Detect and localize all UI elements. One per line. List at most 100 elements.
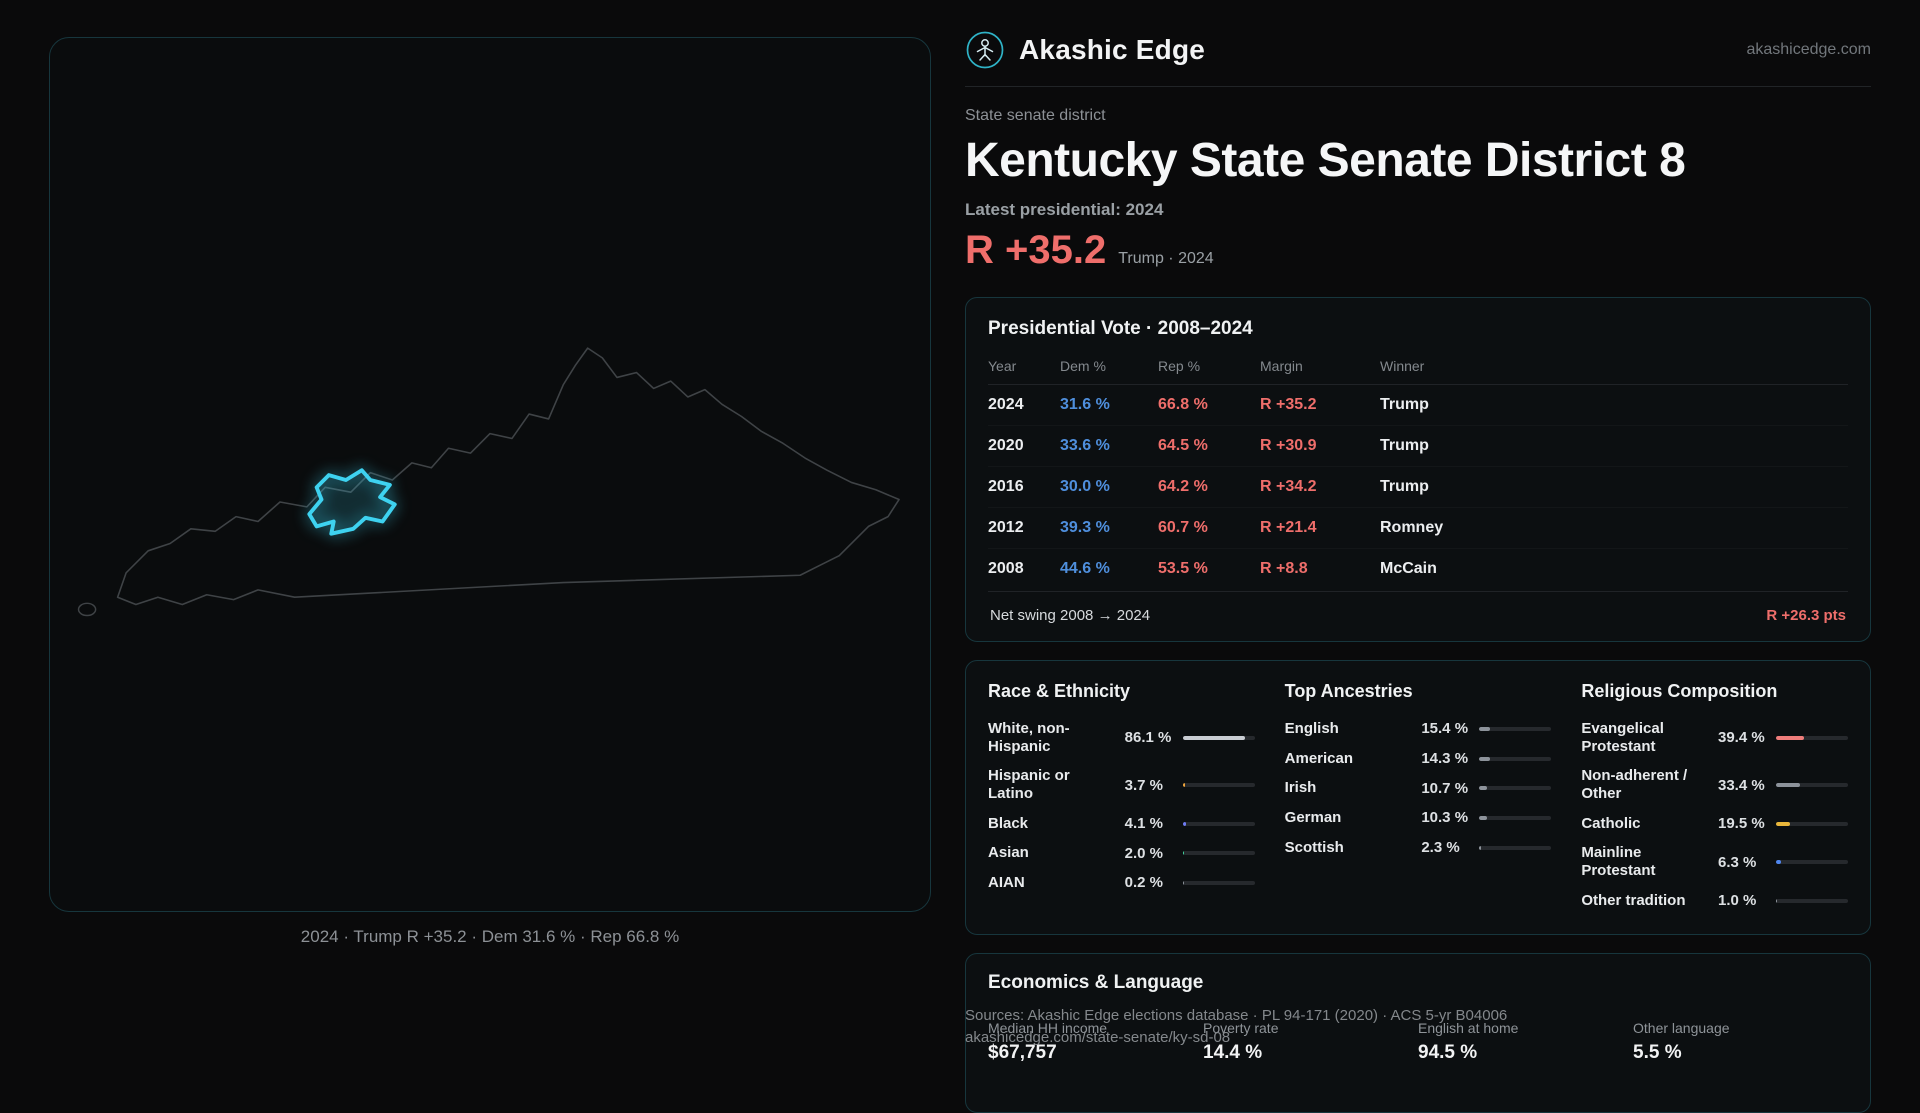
stat-poverty-rate: Poverty rate 14.4 % [1203, 1020, 1418, 1064]
demo-value: 19.5 % [1717, 815, 1765, 833]
demo-row: Non-adherent / Other 33.4 % [1581, 761, 1848, 808]
economics-card-title: Economics & Language [988, 971, 1204, 993]
demo-label: Other tradition [1581, 891, 1686, 909]
kentucky-bend-outline [77, 602, 97, 617]
cell-winner: Trump [1380, 478, 1429, 495]
demo-label: Catholic [1581, 814, 1641, 832]
demo-row: Mainline Protestant 6.3 % [1581, 838, 1848, 885]
stat-english-at-home: English at home 94.5 % [1418, 1020, 1633, 1064]
demo-bar [1775, 783, 1848, 788]
cell-rep: 64.2 % [1158, 478, 1208, 495]
report-column: Akashic Edge akashicedge.com State senat… [965, 30, 1871, 1113]
demo-bar [1775, 898, 1848, 903]
cell-year: 2012 [988, 519, 1024, 536]
demo-label: Mainline Protestant [1581, 844, 1656, 880]
stat-label: English at home [1418, 1019, 1519, 1036]
demo-bar [1479, 726, 1552, 731]
demo-bar [1775, 821, 1848, 826]
headline-margin-value: R +35.2 [965, 228, 1107, 272]
table-row: 2024 31.6 % 66.8 % R +35.2 Trump [988, 385, 1848, 426]
demo-bar [1775, 735, 1848, 740]
cell-winner: McCain [1380, 560, 1437, 577]
presidential-vote-card: Presidential Vote · 2008–2024 Year Dem %… [965, 297, 1871, 642]
demo-row: Evangelical Protestant 39.4 % [1581, 714, 1848, 761]
demo-bar [1479, 786, 1552, 791]
demo-value: 4.1 % [1124, 815, 1164, 833]
brand-header: Akashic Edge akashicedge.com [965, 30, 1871, 70]
cell-rep: 53.5 % [1158, 560, 1208, 577]
demo-value: 10.3 % [1421, 809, 1469, 827]
demo-row: Asian 2.0 % [988, 838, 1255, 868]
cell-winner: Romney [1380, 519, 1444, 536]
demo-bar [1182, 821, 1255, 826]
presidential-table: Year Dem % Rep % Margin Winner 2024 31.6… [988, 352, 1848, 589]
map-caption: 2024 · Trump R +35.2 · Dem 31.6 % · Rep … [300, 927, 680, 946]
table-row: 2008 44.6 % 53.5 % R +8.8 McCain [988, 549, 1848, 589]
header-divider [965, 86, 1871, 87]
stat-other-language: Other language 5.5 % [1633, 1020, 1848, 1064]
demo-value: 33.4 % [1717, 776, 1765, 794]
demo-row: German 10.3 % [1285, 803, 1552, 833]
stat-value: 14.4 % [1203, 1041, 1263, 1063]
cell-year: 2020 [988, 437, 1024, 454]
demo-label: Scottish [1284, 838, 1344, 856]
demo-row: American 14.3 % [1285, 744, 1552, 774]
demo-row: Black 4.1 % [988, 809, 1255, 839]
demo-value: 39.4 % [1717, 729, 1765, 747]
stat-value: $67,757 [988, 1041, 1057, 1063]
permalink[interactable]: akashicedge.com/state-senate/ky-sd-08 [965, 1028, 1231, 1046]
cell-dem: 44.6 % [1060, 560, 1110, 577]
demo-bar [1775, 860, 1848, 865]
race-ethnicity-section: Race & Ethnicity White, non-Hispanic 86.… [988, 681, 1255, 916]
demo-label: Asian [988, 844, 1029, 862]
section-title: Religious Composition [1581, 681, 1778, 701]
demo-bar [1182, 735, 1255, 740]
district-8-shape[interactable] [307, 468, 397, 536]
headline-margin-row: R +35.2 Trump · 2024 [965, 228, 1871, 273]
demo-label: Hispanic or Latino [988, 767, 1070, 803]
demo-label: English [1284, 720, 1339, 737]
cell-margin: R +21.4 [1260, 519, 1317, 536]
demo-label: Non-adherent / Other [1581, 767, 1688, 803]
demo-label: AIAN [988, 874, 1025, 892]
cell-dem: 39.3 % [1060, 519, 1110, 536]
table-row: 2012 39.3 % 60.7 % R +21.4 Romney [988, 508, 1848, 549]
stat-label: Poverty rate [1203, 1019, 1279, 1036]
cell-margin: R +35.2 [1260, 396, 1317, 413]
demo-label: Black [988, 814, 1029, 832]
cell-rep: 64.5 % [1158, 437, 1208, 454]
demo-label: White, non-Hispanic [988, 720, 1070, 755]
demo-row: Hispanic or Latino 3.7 % [988, 761, 1255, 808]
stat-median-hh-income: Median HH income $67,757 [988, 1020, 1203, 1064]
demo-row: Scottish 2.3 % [1285, 833, 1552, 863]
kentucky-map[interactable] [50, 38, 930, 911]
economics-stats: Median HH income $67,757 Poverty rate 14… [988, 1020, 1848, 1064]
demo-value: 86.1 % [1124, 729, 1172, 747]
table-row: 2020 33.6 % 64.5 % R +30.9 Trump [988, 426, 1848, 467]
demo-row: Catholic 19.5 % [1581, 809, 1848, 839]
net-swing-value: R +26.3 pts [1766, 607, 1846, 624]
demo-bar [1182, 851, 1255, 856]
demo-value: 15.4 % [1421, 720, 1469, 738]
headline-margin-detail: Trump · 2024 [1118, 250, 1214, 267]
cell-winner: Trump [1380, 437, 1429, 454]
brand-name: Akashic Edge [1019, 34, 1206, 65]
demo-value: 0.2 % [1124, 874, 1164, 892]
brand-domain-link[interactable]: akashicedge.com [1746, 41, 1871, 58]
demo-label: American [1284, 749, 1354, 767]
col-year: Year [988, 358, 1017, 374]
col-rep: Rep % [1158, 358, 1201, 374]
demo-bar [1182, 783, 1255, 788]
cell-winner: Trump [1380, 396, 1429, 413]
demo-label: German [1284, 809, 1342, 827]
col-winner: Winner [1380, 358, 1425, 374]
district-map-panel [49, 37, 931, 912]
cell-rep: 66.8 % [1158, 396, 1208, 413]
col-margin: Margin [1260, 358, 1303, 374]
sources-footer: Sources: Akashic Edge elections database… [965, 1005, 1507, 1048]
demo-bar [1479, 815, 1552, 820]
cell-margin: R +30.9 [1260, 437, 1317, 454]
demo-row: AIAN 0.2 % [988, 868, 1255, 898]
demo-value: 3.7 % [1124, 776, 1164, 794]
col-dem: Dem % [1060, 358, 1106, 374]
